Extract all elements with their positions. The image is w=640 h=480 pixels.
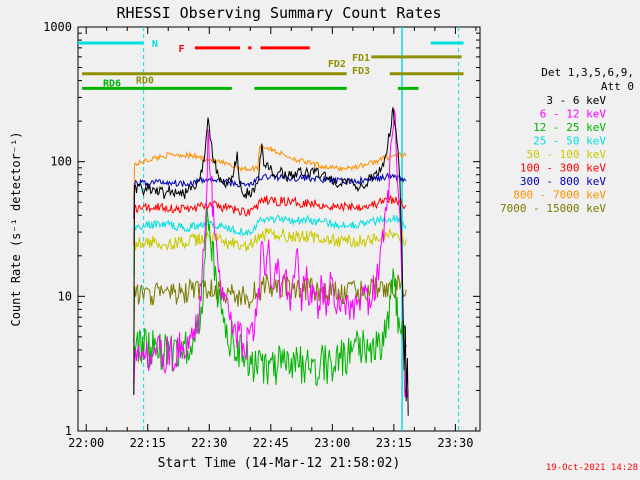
legend-entry: 800 - 7000 keV bbox=[513, 189, 606, 202]
flag-label-fd3: FD3 bbox=[352, 66, 370, 77]
legend-entry: 300 - 800 keV bbox=[520, 175, 606, 188]
legend-entry: 100 - 300 keV bbox=[520, 162, 606, 175]
count-rate-curves bbox=[133, 107, 409, 416]
x-tick-label: 23:00 bbox=[314, 436, 350, 450]
x-tick-label: 22:15 bbox=[130, 436, 166, 450]
observing-flags: N F FD1 FD2 FD3 RD0 RD6 bbox=[78, 39, 464, 90]
x-tick-label: 22:45 bbox=[253, 436, 289, 450]
x-tick-label: 22:30 bbox=[191, 436, 227, 450]
x-tick-label: 23:15 bbox=[376, 436, 412, 450]
flag-label-rd6: RD6 bbox=[103, 78, 121, 89]
legend-entry: 25 - 50 keV bbox=[533, 135, 606, 148]
legend-entry: 50 - 100 keV bbox=[527, 148, 607, 161]
series-3-6keV bbox=[133, 107, 409, 416]
flag-label-n: N bbox=[152, 39, 158, 50]
series-800-7000keV bbox=[133, 144, 407, 200]
legend-attenuator: Att 0 bbox=[601, 80, 634, 93]
series-50-100keV bbox=[133, 227, 407, 297]
y-tick-label: 10 bbox=[58, 289, 72, 303]
chart-title: RHESSI Observing Summary Count Rates bbox=[116, 4, 441, 22]
event-vertical-lines bbox=[143, 27, 460, 431]
plot-frame bbox=[77, 26, 481, 432]
flag-label-fd2: FD2 bbox=[328, 59, 346, 70]
legend-entry: 12 - 25 keV bbox=[533, 121, 606, 134]
legend-entry: 6 - 12 keV bbox=[540, 108, 607, 121]
x-tick-label: 22:00 bbox=[68, 436, 104, 450]
series-100-300keV bbox=[133, 195, 407, 245]
series-7000-15000keV bbox=[133, 273, 407, 343]
flag-label-f: F bbox=[179, 44, 185, 55]
flag-label-fd1: FD1 bbox=[352, 53, 370, 64]
series-25-50keV bbox=[133, 214, 407, 275]
y-axis-label: Count Rate (s⁻¹ detector⁻¹) bbox=[9, 131, 23, 326]
x-tick-label: 23:30 bbox=[437, 436, 473, 450]
series-6-12keV bbox=[133, 109, 409, 399]
legend-entry: 3 - 6 keV bbox=[546, 94, 606, 107]
x-axis-label: Start Time (14-Mar-12 21:58:02) bbox=[158, 456, 401, 471]
legend-detectors: Det 1,3,5,6,9, bbox=[541, 66, 634, 79]
flag-label-rd0: RD0 bbox=[136, 76, 154, 87]
y-tick-label: 1000 bbox=[43, 20, 72, 34]
plot-timestamp: 19-Oct-2021 14:28 bbox=[546, 463, 638, 473]
y-tick-label: 1 bbox=[65, 424, 72, 438]
axes: 22:00 22:15 22:30 22:45 23:00 23:15 23:30 1 10 10… bbox=[43, 20, 481, 450]
series-300-800keV bbox=[133, 171, 407, 219]
y-tick-label: 100 bbox=[50, 155, 72, 169]
legend-entry: 7000 - 15000 keV bbox=[500, 202, 606, 215]
